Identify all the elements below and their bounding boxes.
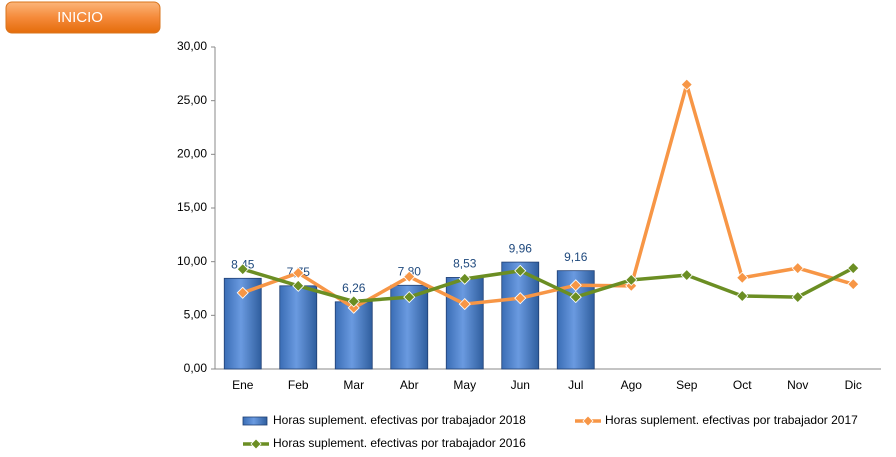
marker — [791, 291, 804, 304]
x-tick-label: Jul — [568, 378, 583, 392]
marker — [847, 278, 860, 291]
marker — [680, 78, 693, 91]
marker — [458, 297, 471, 311]
marker — [347, 301, 360, 314]
marker — [292, 266, 305, 280]
y-tick-label: 5,00 — [184, 308, 208, 322]
value-label: 9,16 — [564, 250, 588, 264]
x-tick-label: Ago — [621, 378, 643, 392]
bar — [279, 285, 318, 370]
inicio-button[interactable]: INICIO — [5, 1, 161, 34]
legend-marker — [250, 438, 262, 450]
marker — [236, 286, 249, 299]
marker — [791, 262, 804, 275]
marker — [569, 291, 582, 304]
y-tick-label: 10,00 — [177, 254, 207, 268]
line — [242, 266, 855, 304]
x-tick-label: Abr — [400, 378, 419, 392]
button-label[interactable]: INICIO — [57, 9, 103, 26]
value-label: 6,26 — [342, 281, 366, 295]
x-tick-label: Oct — [733, 378, 752, 392]
marker — [680, 269, 693, 282]
bar — [445, 277, 484, 370]
marker — [847, 262, 860, 275]
bar — [501, 261, 540, 370]
marker — [458, 272, 471, 285]
marker — [625, 273, 638, 286]
line — [242, 82, 854, 310]
marker — [403, 270, 416, 283]
x-tick-label: Mar — [343, 378, 364, 392]
x-tick-label: May — [453, 378, 476, 392]
marker — [347, 295, 360, 308]
marker — [514, 292, 527, 305]
legend-label: Horas suplement. efectivas por trabajado… — [273, 413, 526, 427]
marker — [514, 264, 527, 277]
y-tick-label: 20,00 — [177, 147, 207, 161]
x-tick-label: Jun — [511, 378, 530, 392]
legend-marker — [582, 415, 594, 427]
marker — [236, 263, 249, 276]
y-tick-label: 0,00 — [184, 361, 208, 375]
legend-label: Horas suplement. efectivas por trabajado… — [273, 436, 526, 450]
y-tick-label: 25,00 — [177, 93, 207, 107]
marker — [736, 289, 749, 303]
x-tick-label: Ene — [232, 378, 254, 392]
value-label: 8,53 — [453, 257, 477, 271]
marker — [292, 279, 305, 292]
x-tick-label: Nov — [787, 378, 808, 392]
y-tick-label: 15,00 — [177, 200, 207, 214]
y-tick-label: 30,00 — [177, 39, 207, 53]
legend-label: Horas suplement. efectivas por trabajado… — [605, 413, 858, 427]
marker — [569, 279, 582, 292]
x-tick-label: Dic — [845, 378, 862, 392]
x-tick-label: Sep — [676, 378, 698, 392]
legend-swatch — [242, 416, 268, 426]
x-tick-label: Feb — [288, 378, 309, 392]
button-bg[interactable] — [5, 1, 161, 34]
marker — [403, 291, 416, 304]
value-label: 9,96 — [509, 241, 533, 255]
marker — [736, 271, 749, 284]
